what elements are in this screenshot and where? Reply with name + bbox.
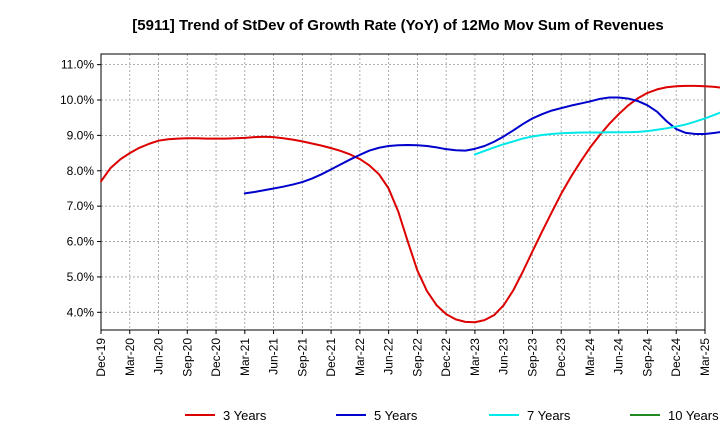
x-tick-label: Jun-22 [382,338,396,375]
y-tick-label: 9.0% [67,128,95,142]
x-tick-label: Mar-21 [238,338,252,376]
series-line-7-years [473,111,720,156]
legend-label: 5 Years [374,408,418,423]
legend: 3 Years 5 Years 7 Years 10 Years [185,408,719,423]
x-tick-label: Mar-20 [123,338,137,376]
x-tick-label: Mar-25 [698,338,712,376]
series-line-5-years [243,96,720,195]
series-lines [100,84,720,324]
plot-area [100,53,706,331]
x-tick-label: Mar-22 [353,338,367,376]
x-tick-label: Dec-19 [94,338,108,377]
x-tick-label: Mar-24 [583,338,597,376]
x-tick-label: Sep-20 [180,338,194,377]
y-axis: 4.0% 5.0% 6.0% 7.0% 8.0% 9.0% 10.0% 11.0% [60,58,101,319]
x-tick-label: Sep-24 [640,338,654,377]
x-tick-label: Sep-21 [295,338,309,377]
y-tick-label: 10.0% [60,93,94,107]
x-tick-label: Jun-24 [612,338,626,375]
legend-label: 3 Years [223,408,267,423]
chart-title: [5911] Trend of StDev of Growth Rate (Yo… [132,17,663,34]
y-tick-label: 11.0% [61,58,94,72]
x-tick-label: Sep-22 [410,338,424,377]
x-tick-label: Mar-23 [468,338,482,376]
x-tick-label: Jun-23 [497,338,511,375]
x-tick-label: Jun-21 [267,338,281,375]
series-line-3-years [100,84,720,324]
x-tick-label: Dec-22 [439,338,453,377]
x-tick-label: Jun-20 [152,338,166,375]
x-tick-label: Dec-24 [669,338,683,377]
y-tick-label: 4.0% [67,305,95,319]
x-tick-label: Sep-23 [525,338,539,377]
grid-lines [101,54,705,330]
y-tick-label: 6.0% [67,235,95,249]
y-tick-label: 7.0% [67,199,95,213]
x-tick-label: Dec-20 [209,338,223,377]
y-tick-label: 8.0% [67,164,95,178]
x-tick-label: Dec-21 [324,338,338,377]
legend-label: 7 Years [527,408,571,423]
legend-label: 10 Years [668,408,719,423]
y-tick-label: 5.0% [67,270,95,284]
x-tick-label: Dec-23 [554,338,568,377]
x-axis: Dec-19 Mar-20 Jun-20 Sep-20 Dec-20 Mar-21 Jun-… [94,330,712,377]
